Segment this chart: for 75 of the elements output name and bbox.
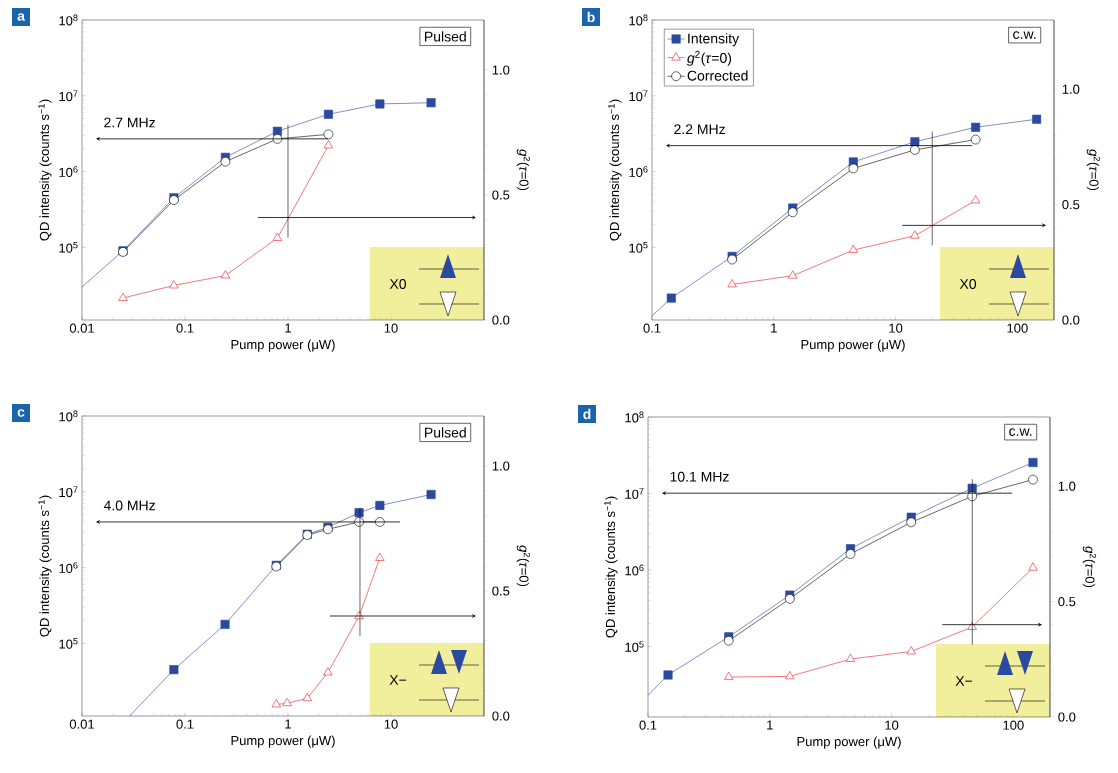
y2-tick-label: 0.0 [492,711,510,721]
x-axis-title: Pump power (μW) [797,736,901,749]
chart-title: b [587,11,595,23]
y-axis-title: QD intensity (counts s$^{−1}$) [38,99,52,241]
ref-line-label: 10.1 MHz [670,471,729,482]
y-tick-label: 10$^{8}$ [625,411,644,423]
legend-label: Intensity [688,33,740,47]
y2-tick-label: 0.0 [1058,712,1076,722]
annotation: Pulsed [425,31,466,42]
y-tick-label: 10$^{6}$ [629,166,648,177]
y-tick-label: 10$^{7}$ [625,488,644,499]
legend-label: g$^{2}$(τ=0) [686,50,732,66]
annotation: X− [389,675,407,685]
x-tick-label: 10 [384,323,398,333]
ref-line-label: 2.2 MHz [674,124,725,135]
annotation: X− [955,676,973,686]
chart-title: a [17,13,25,21]
y2-tick-label: 1.0 [492,461,510,471]
y-tick-label: 10$^{7}$ [59,90,78,102]
chart-title: d [583,408,591,420]
y-tick-label: 10$^{7}$ [59,486,78,498]
x-tick-label: 1 [285,323,291,333]
y-tick-label: 10$^{6}$ [59,166,78,177]
x-tick-label: 10 [885,720,899,730]
annotation: c.w. [1009,428,1032,436]
x-axis-title: Pump power (μW) [231,735,335,748]
y2-tick-label: 0.0 [1062,315,1080,325]
y2-axis-title: g$^{2}$(τ=0) [1082,546,1097,588]
y-tick-label: 10$^{6}$ [59,562,78,573]
y-tick-label: 10$^{8}$ [629,14,648,26]
annotation: X0 [959,279,977,289]
ref-line-label: 4.0 MHz [103,500,155,511]
y2-tick-label: 1.0 [1058,481,1076,491]
y2-tick-label: 0.5 [492,586,510,596]
x-tick-label: 0.1 [176,719,194,729]
y-tick-label: 10$^{5}$ [625,641,644,652]
y-tick-label: 10$^{8}$ [59,14,78,26]
y-tick-label: 10$^{5}$ [59,241,78,253]
y2-tick-label: 0.5 [492,190,510,200]
y-tick-label: 10$^{6}$ [625,564,644,576]
x-tick-label: 0.1 [643,323,661,333]
legend-label: Corrected [687,70,748,81]
annotation: c.w. [1013,31,1036,39]
y2-tick-label: 0.5 [1062,200,1080,210]
y-tick-label: 10$^{8}$ [59,410,78,422]
x-tick-label: 0.01 [69,323,95,333]
x-tick-label: 1 [767,720,773,730]
y-axis-title: QD intensity (counts s$^{−1}$) [608,99,622,241]
ref-line-label: 2.7 MHz [104,117,155,128]
x-tick-label: 10 [384,719,398,729]
y-tick-label: 10$^{5}$ [59,637,78,649]
x-tick-label: 0.1 [176,323,194,333]
x-tick-label: 0.01 [69,719,95,729]
y-axis-title: QD intensity (counts s$^{−1}$) [604,496,618,638]
annotation: Pulsed [425,427,466,438]
x-tick-label: 100 [1007,323,1028,333]
y2-axis-title: g$^{2}$(τ=0) [516,545,531,587]
x-tick-label: 10 [889,323,903,333]
y2-tick-label: 0.5 [1058,597,1076,607]
x-axis-title: Pump power (μW) [231,339,335,352]
x-tick-label: 1 [771,323,777,333]
x-tick-label: 1 [285,719,291,729]
y2-tick-label: 1.0 [1062,84,1080,94]
y-tick-label: 10$^{5}$ [629,241,648,253]
y-axis-title: QD intensity (counts s$^{−1}$) [38,495,52,637]
x-tick-label: 0.1 [639,720,657,730]
y2-tick-label: 0.0 [492,315,510,325]
y2-axis-title: g$^{2}$(τ=0) [1086,149,1101,191]
y2-axis-title: g$^{2}$(τ=0) [516,149,531,191]
annotation: X0 [389,279,407,289]
chart-title: c [17,409,25,417]
y-tick-label: 10$^{7}$ [629,90,648,102]
x-tick-label: 100 [1003,720,1024,730]
y2-tick-label: 1.0 [492,65,510,75]
x-axis-title: Pump power (μW) [801,339,905,352]
